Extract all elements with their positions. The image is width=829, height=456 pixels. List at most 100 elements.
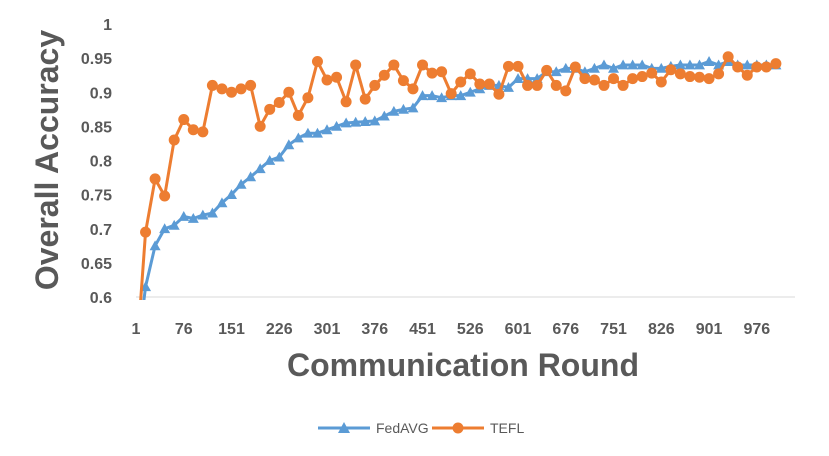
y-axis-ticks: 0.6 0.65 0.7 0.75 0.8 0.85 0.9 0.95 1 — [81, 17, 112, 307]
data-point-tefl — [693, 71, 705, 83]
data-point-fedavg — [636, 59, 648, 70]
y-tick-label: 0.6 — [90, 290, 112, 307]
data-point-tefl — [283, 86, 295, 98]
data-point-tefl — [674, 68, 686, 80]
data-point-fedavg — [254, 163, 266, 174]
data-point-fedavg — [264, 155, 276, 165]
data-point-fedavg — [378, 110, 390, 121]
data-point-fedavg — [684, 59, 696, 70]
data-point-tefl — [436, 66, 448, 78]
data-point-fedavg — [159, 223, 171, 234]
x-tick-label: 376 — [361, 321, 388, 338]
data-point-fedavg — [655, 62, 667, 73]
x-tick-label: 76 — [175, 321, 193, 338]
data-point-tefl — [541, 64, 553, 76]
data-point-tefl — [197, 126, 209, 138]
series-layer — [131, 51, 782, 371]
data-point-tefl — [159, 190, 171, 202]
data-point-fedavg — [426, 90, 438, 101]
data-point-tefl — [493, 88, 505, 100]
data-point-fedavg — [502, 81, 514, 92]
data-point-fedavg — [131, 360, 142, 370]
data-point-fedavg — [273, 151, 285, 162]
data-point-fedavg — [359, 116, 371, 126]
data-point-tefl — [713, 68, 725, 80]
data-point-tefl — [579, 73, 591, 85]
data-point-tefl — [331, 71, 343, 83]
x-tick-label: 676 — [552, 321, 579, 338]
data-point-fedavg — [512, 73, 524, 83]
data-point-tefl — [588, 74, 600, 86]
y-tick-label: 0.75 — [81, 188, 112, 205]
data-point-tefl — [292, 109, 304, 121]
series-line-tefl — [139, 55, 777, 300]
x-tick-label: 1 — [132, 321, 141, 338]
data-point-fedavg — [627, 59, 639, 70]
data-point-tefl — [178, 114, 190, 126]
data-point-fedavg — [292, 132, 304, 143]
data-point-tefl — [655, 76, 667, 88]
data-point-fedavg — [417, 90, 429, 101]
x-tick-label: 901 — [696, 321, 723, 338]
legend-label-tefl: TEFL — [490, 420, 524, 436]
data-point-fedavg — [245, 171, 257, 182]
data-point-fedavg — [302, 127, 314, 138]
data-point-tefl — [502, 60, 514, 72]
data-point-tefl — [617, 79, 629, 91]
data-point-fedavg — [149, 240, 161, 251]
y-tick-label: 0.95 — [81, 51, 112, 68]
x-tick-label: 751 — [600, 321, 627, 338]
y-tick-label: 1 — [103, 17, 112, 34]
data-point-tefl — [131, 360, 142, 371]
data-point-tefl — [512, 60, 524, 72]
data-point-tefl — [665, 64, 677, 76]
data-point-tefl — [636, 71, 648, 83]
y-tick-label: 0.7 — [90, 222, 112, 239]
data-point-tefl — [168, 134, 180, 146]
data-point-tefl — [522, 79, 534, 91]
data-point-fedavg — [608, 62, 620, 73]
legend-marker-tefl — [452, 422, 464, 434]
y-axis-title-group: Overall Accuracy — [29, 30, 65, 291]
data-point-fedavg — [588, 62, 600, 73]
x-tick-label: 826 — [648, 321, 675, 338]
data-point-fedavg — [464, 86, 476, 97]
data-point-fedavg — [598, 59, 610, 70]
data-point-tefl — [359, 93, 371, 105]
data-point-tefl — [187, 124, 199, 136]
data-point-fedavg — [550, 66, 562, 77]
data-point-fedavg — [321, 124, 333, 135]
data-point-tefl — [474, 78, 486, 90]
data-point-tefl — [378, 69, 390, 81]
data-point-tefl — [483, 78, 495, 90]
data-point-tefl — [321, 74, 333, 86]
data-point-tefl — [770, 58, 782, 70]
x-tick-label: 526 — [457, 321, 484, 338]
data-point-fedavg — [197, 209, 209, 220]
data-point-tefl — [302, 92, 314, 104]
data-point-fedavg — [340, 117, 352, 128]
data-point-tefl — [426, 67, 438, 79]
data-point-tefl — [722, 51, 734, 63]
x-tick-label: 226 — [266, 321, 293, 338]
x-tick-label: 976 — [743, 321, 770, 338]
data-point-fedavg — [617, 59, 629, 70]
data-point-tefl — [407, 83, 419, 95]
data-point-fedavg — [187, 213, 199, 223]
data-point-fedavg — [407, 102, 419, 113]
data-point-fedavg — [226, 189, 238, 200]
data-point-tefl — [445, 88, 457, 100]
data-point-tefl — [531, 79, 543, 91]
data-point-fedavg — [350, 116, 362, 127]
x-axis-title: Communication Round — [287, 347, 639, 383]
data-point-fedavg — [168, 219, 180, 230]
data-point-fedavg — [693, 59, 705, 70]
data-point-fedavg — [206, 207, 218, 218]
data-point-tefl — [455, 76, 467, 88]
data-point-fedavg — [397, 103, 409, 114]
data-point-tefl — [560, 85, 572, 97]
data-point-tefl — [264, 103, 276, 115]
y-tick-label: 0.65 — [81, 256, 112, 273]
legend: FedAVG TEFL — [318, 420, 524, 436]
data-point-fedavg — [674, 59, 686, 70]
